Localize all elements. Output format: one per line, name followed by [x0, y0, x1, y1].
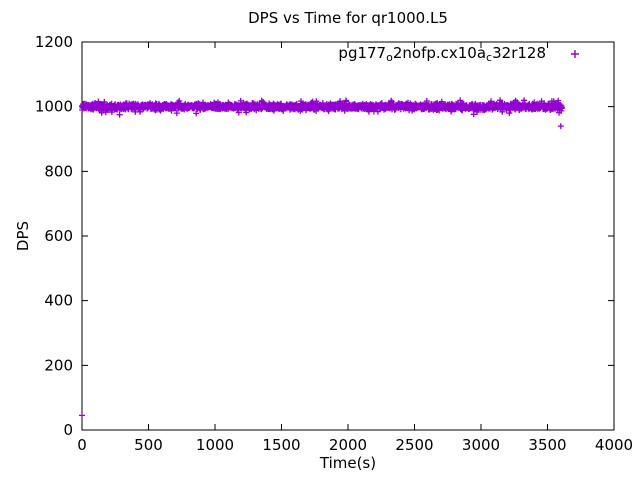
- series-points-pg177_o2nofp.cx10a_c32r128: [79, 97, 566, 419]
- x-tick-label: 2000: [329, 436, 367, 454]
- x-tick-label: 3000: [462, 436, 500, 454]
- y-tick-label: 1000: [35, 98, 73, 116]
- chart-title: DPS vs Time for qr1000.L5: [248, 9, 448, 27]
- legend-marker-plus-icon: [571, 50, 579, 58]
- axes: 0 500 1000 1500 2000 2500 3000 3500 4000 0 200 400 6…: [35, 33, 633, 454]
- x-tick-label: 4000: [595, 436, 633, 454]
- legend-label: pg177o2nofp.cx10ac32r128: [338, 44, 546, 64]
- x-axis-title: Time(s): [319, 454, 376, 472]
- x-tick-label: 500: [134, 436, 163, 454]
- y-tick-label: 600: [44, 227, 73, 245]
- y-tick-label: 0: [63, 421, 73, 439]
- y-axis-title: DPS: [14, 221, 32, 251]
- x-tick-label: 0: [77, 436, 87, 454]
- y-tick-label: 400: [44, 292, 73, 310]
- x-tick-label: 1500: [262, 436, 300, 454]
- y-tick-label: 800: [44, 162, 73, 180]
- x-tick-label: 1000: [196, 436, 234, 454]
- legend: pg177o2nofp.cx10ac32r128: [338, 44, 579, 64]
- data-series: [79, 97, 566, 419]
- x-tick-label: 3500: [528, 436, 566, 454]
- y-tick-label: 1200: [35, 33, 73, 51]
- y-tick-label: 200: [44, 356, 73, 374]
- x-tick-label: 2500: [395, 436, 433, 454]
